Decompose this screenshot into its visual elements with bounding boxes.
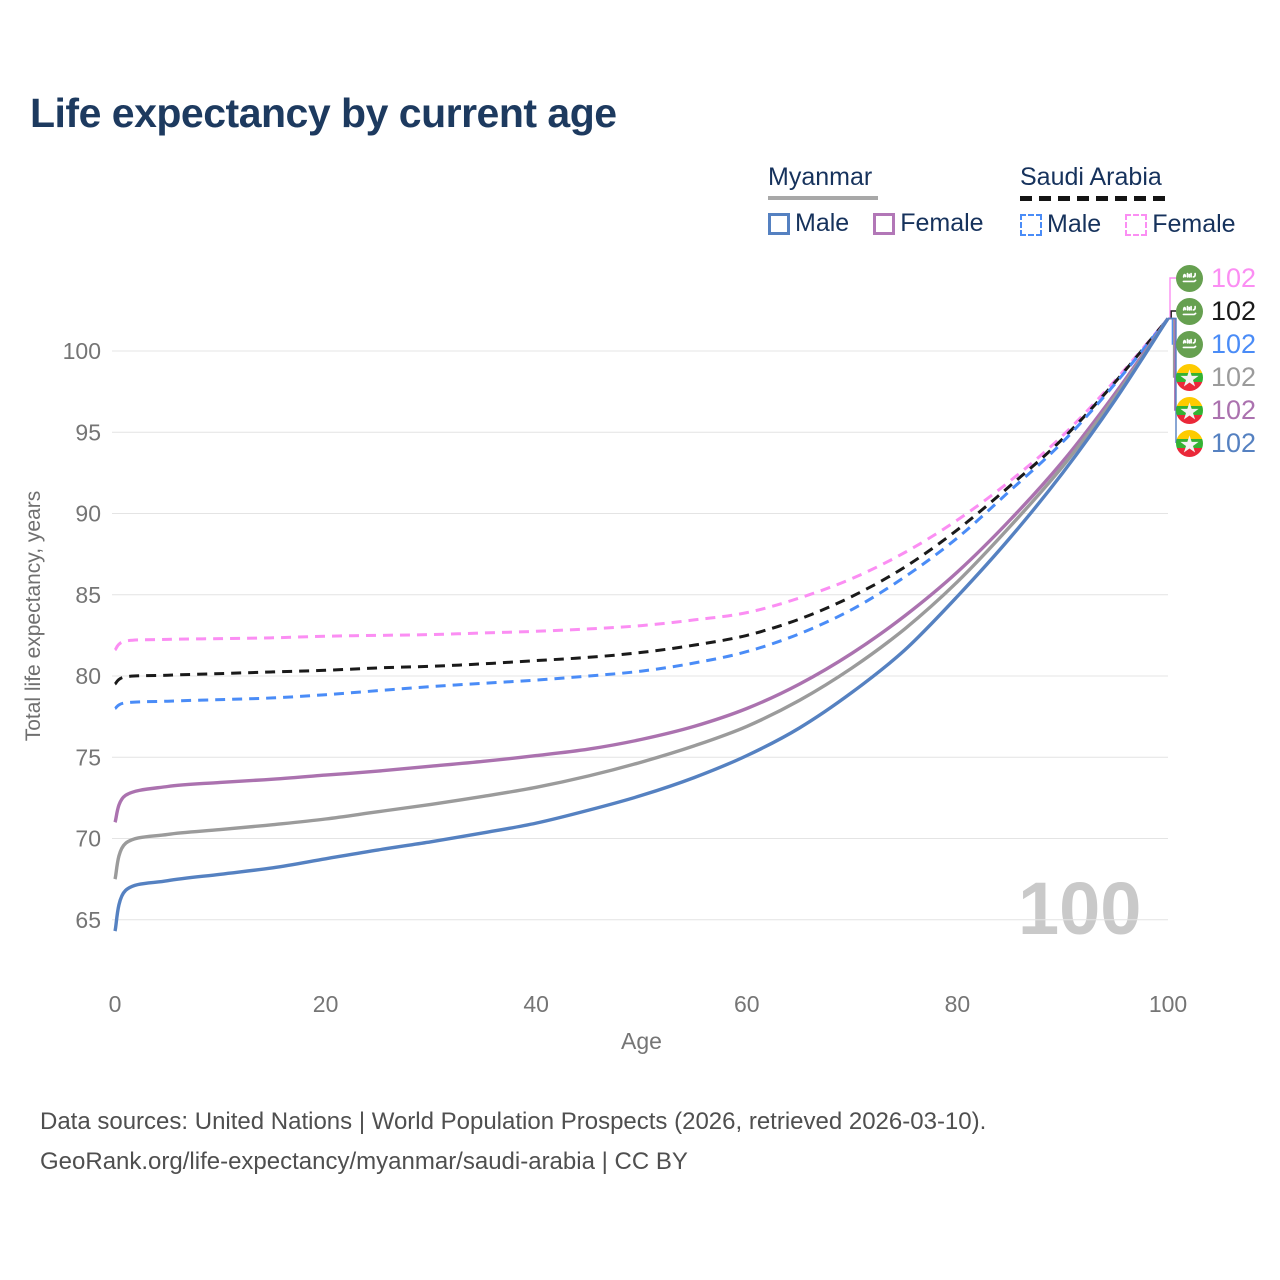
series-line-saudi-arabia-male[interactable] (114, 317, 1170, 710)
end-value: 102 (1211, 329, 1257, 359)
footer-attribution[interactable]: GeoRank.org/life-expectancy/myanmar/saud… (40, 1148, 688, 1175)
y-tick-65: 65 (75, 907, 101, 933)
end-value-label-saudi-arabia-2[interactable]: 102 (1176, 328, 1256, 361)
saudi-arabia-flag-icon (1176, 298, 1203, 325)
end-value-label-myanmar-4[interactable]: 102 (1176, 394, 1256, 427)
x-tick-20: 20 (313, 991, 339, 1017)
footer-data-sources: Data sources: United Nations | World Pop… (40, 1108, 987, 1135)
legend-dashed-line-sample (1020, 196, 1166, 201)
series-line-saudi-arabia-female[interactable] (113, 317, 1170, 652)
end-value: 102 (1211, 395, 1257, 425)
y-tick-70: 70 (75, 826, 101, 852)
y-tick-90: 90 (75, 501, 101, 527)
legend-item-myanmar-male[interactable]: Male (768, 209, 849, 238)
series-line-myanmar-male[interactable] (113, 317, 1170, 932)
legend-group-saudi-arabia: Saudi Arabia Male Female (1020, 163, 1236, 239)
end-value-label-saudi-arabia-0[interactable]: 102 (1176, 262, 1256, 295)
saudi-male-swatch-icon (1020, 213, 1042, 236)
legend-item-label: Male (1047, 210, 1102, 238)
x-tick-80: 80 (945, 991, 971, 1017)
end-value: 102 (1211, 428, 1257, 458)
legend-item-myanmar-female[interactable]: Female (873, 209, 984, 238)
end-value: 102 (1211, 263, 1257, 293)
saudi-arabia-flag-icon (1176, 265, 1203, 292)
page-title: Life expectancy by current age (30, 90, 617, 136)
legend-item-saudi-female[interactable]: Female (1125, 210, 1236, 239)
legend-item-label: Female (1152, 210, 1236, 238)
x-tick-60: 60 (734, 991, 760, 1017)
x-axis-title: Age (621, 1028, 662, 1054)
leader-line-0 (1168, 277, 1176, 320)
y-tick-100: 100 (63, 338, 101, 364)
x-tick-0: 0 (109, 991, 122, 1017)
end-value: 102 (1211, 296, 1257, 326)
x-tick-100: 100 (1149, 991, 1187, 1017)
legend-item-saudi-male[interactable]: Male (1020, 210, 1101, 239)
saudi-arabia-flag-icon (1176, 331, 1203, 358)
saudi-female-swatch-icon (1125, 213, 1148, 236)
myanmar-female-swatch-icon (873, 212, 896, 235)
series-line-myanmar[interactable] (113, 317, 1170, 880)
x-tick-40: 40 (523, 991, 549, 1017)
y-tick-80: 80 (75, 663, 101, 689)
legend-item-label: Female (900, 209, 984, 237)
legend-group-myanmar: Myanmar Male Female (768, 163, 984, 238)
leader-line-5 (1168, 317, 1177, 443)
myanmar-flag-icon (1176, 430, 1203, 457)
end-value-label-saudi-arabia-1[interactable]: 102 (1176, 295, 1256, 328)
myanmar-male-swatch-icon (768, 212, 790, 235)
series-line-saudi-arabia[interactable] (113, 317, 1170, 686)
end-value: 102 (1211, 362, 1257, 392)
end-value-label-myanmar-5[interactable]: 102 (1176, 427, 1256, 460)
myanmar-flag-icon (1176, 397, 1203, 424)
myanmar-flag-icon (1176, 364, 1203, 391)
y-tick-85: 85 (75, 582, 101, 608)
series-line-myanmar-female[interactable] (113, 317, 1170, 823)
watermark-age-value: 100 (1018, 867, 1142, 950)
legend-item-label: Male (795, 209, 850, 237)
legend-solid-line-sample (768, 196, 878, 200)
legend-country-myanmar: Myanmar (768, 163, 873, 191)
legend-country-saudi-arabia: Saudi Arabia (1020, 163, 1162, 191)
y-tick-75: 75 (75, 744, 101, 770)
leader-line-1 (1168, 310, 1176, 320)
end-value-label-myanmar-3[interactable]: 102 (1176, 361, 1256, 394)
y-tick-95: 95 (75, 419, 101, 445)
